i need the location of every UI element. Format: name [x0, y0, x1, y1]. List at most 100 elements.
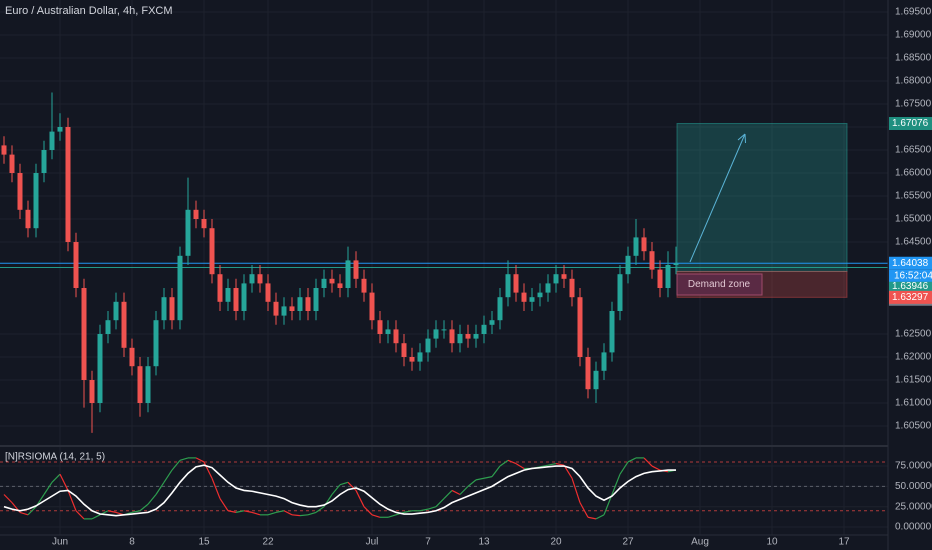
price-badge — [889, 256, 932, 270]
y-tick-label: 25.00000 — [895, 501, 932, 512]
indicator-segment — [283, 510, 293, 516]
indicator-segment — [267, 511, 277, 516]
candle-body — [561, 274, 567, 279]
arrow-head — [737, 133, 746, 144]
x-tick-label: 8 — [129, 537, 135, 548]
candle-body — [41, 150, 47, 174]
candle-body — [513, 274, 519, 293]
indicator-segment — [299, 514, 309, 517]
candle-body — [281, 306, 287, 316]
indicator-segment — [563, 464, 573, 479]
price-badge — [889, 279, 932, 293]
indicator-segment — [43, 481, 53, 495]
y-tick-label: 1.68500 — [895, 53, 932, 64]
candle-body — [377, 320, 383, 335]
indicator-line — [3, 464, 676, 517]
price-badge-label: 1.63297 — [892, 292, 929, 303]
plot: Demand zone — [0, 92, 888, 520]
candle-body — [529, 297, 535, 302]
candle-body — [497, 297, 503, 321]
candle-body — [489, 320, 495, 325]
candle-body — [617, 274, 623, 312]
candle-body — [337, 283, 343, 289]
candle-body — [121, 301, 127, 348]
indicator-segment — [539, 464, 549, 468]
candle-body — [185, 209, 191, 256]
candle-body — [393, 329, 399, 344]
arrow-line — [689, 133, 746, 263]
y-tick-label: 1.67500 — [895, 99, 932, 110]
indicator-segment — [67, 490, 77, 511]
indicator-segment — [499, 459, 509, 467]
y-tick-label: 75.00000 — [895, 461, 932, 472]
y-tick-label: 1.61500 — [895, 375, 932, 386]
indicator-segment — [91, 514, 101, 520]
indicator-title: [N]RSIOMA (14, 21, 5) — [5, 452, 105, 463]
candle-body — [73, 242, 79, 289]
candle-body — [449, 329, 455, 344]
candle-body — [673, 263, 679, 266]
x-tick-label: Jun — [52, 537, 68, 548]
candle-body — [57, 127, 63, 132]
candle-body — [481, 324, 487, 335]
candle-body — [457, 334, 463, 344]
candle-body — [9, 154, 15, 174]
candle-body — [265, 283, 271, 302]
indicator-segment — [491, 465, 501, 477]
grid — [0, 0, 888, 535]
candle-body — [201, 219, 207, 229]
candle-body — [545, 283, 551, 293]
indicator-segment — [475, 477, 485, 481]
candle-body — [577, 297, 583, 358]
candle-body — [89, 380, 95, 404]
y-tick-label: 1.62500 — [895, 329, 932, 340]
indicator-segment — [171, 459, 181, 471]
price-badge — [889, 290, 932, 304]
indicator-segment — [131, 510, 141, 513]
candle-body — [249, 274, 255, 284]
indicator-segment — [227, 510, 237, 513]
candle-body — [49, 131, 55, 151]
candle-body — [273, 301, 279, 316]
indicator-segment — [515, 463, 525, 469]
y-tick-label: 1.69000 — [895, 30, 932, 41]
indicator-segment — [19, 511, 29, 516]
indicator-segment — [355, 490, 365, 507]
indicator-segment — [611, 473, 621, 495]
indicator-segment — [403, 510, 413, 513]
indicator-segment — [435, 498, 445, 508]
candle-body — [241, 283, 247, 312]
candle-body — [137, 366, 143, 404]
indicator-segment — [507, 459, 517, 465]
candle-body — [441, 329, 447, 331]
x-tick-label: 22 — [262, 537, 274, 548]
indicator-segment — [243, 510, 253, 513]
indicator-segment — [139, 503, 149, 512]
candle-body — [193, 209, 199, 220]
y-tick-label: 1.62000 — [895, 352, 932, 363]
candle-body — [569, 278, 575, 298]
y-tick-label: 1.68000 — [895, 76, 932, 87]
candle-body — [153, 320, 159, 367]
y-tick-label: 0.00000 — [895, 522, 932, 533]
indicator-segment — [427, 506, 437, 510]
indicator-segment — [51, 473, 61, 483]
indicator-segment — [459, 485, 469, 495]
price-badge-label: 1.64038 — [892, 258, 929, 269]
candle-body — [649, 251, 655, 270]
price-badge-label: 1.63946 — [892, 281, 929, 292]
indicator-segment — [443, 490, 453, 499]
indicator-segment — [211, 478, 221, 499]
indicator-segment — [571, 478, 581, 503]
indicator-segment — [643, 457, 653, 467]
price-badge-label: 1.67076 — [892, 118, 929, 129]
candle-body — [313, 288, 319, 312]
indicator-segment — [627, 457, 637, 463]
x-tick-label: 20 — [550, 537, 562, 548]
indicator-segment — [651, 465, 661, 471]
indicator-segment — [155, 481, 165, 495]
indicator-segment — [75, 510, 85, 520]
